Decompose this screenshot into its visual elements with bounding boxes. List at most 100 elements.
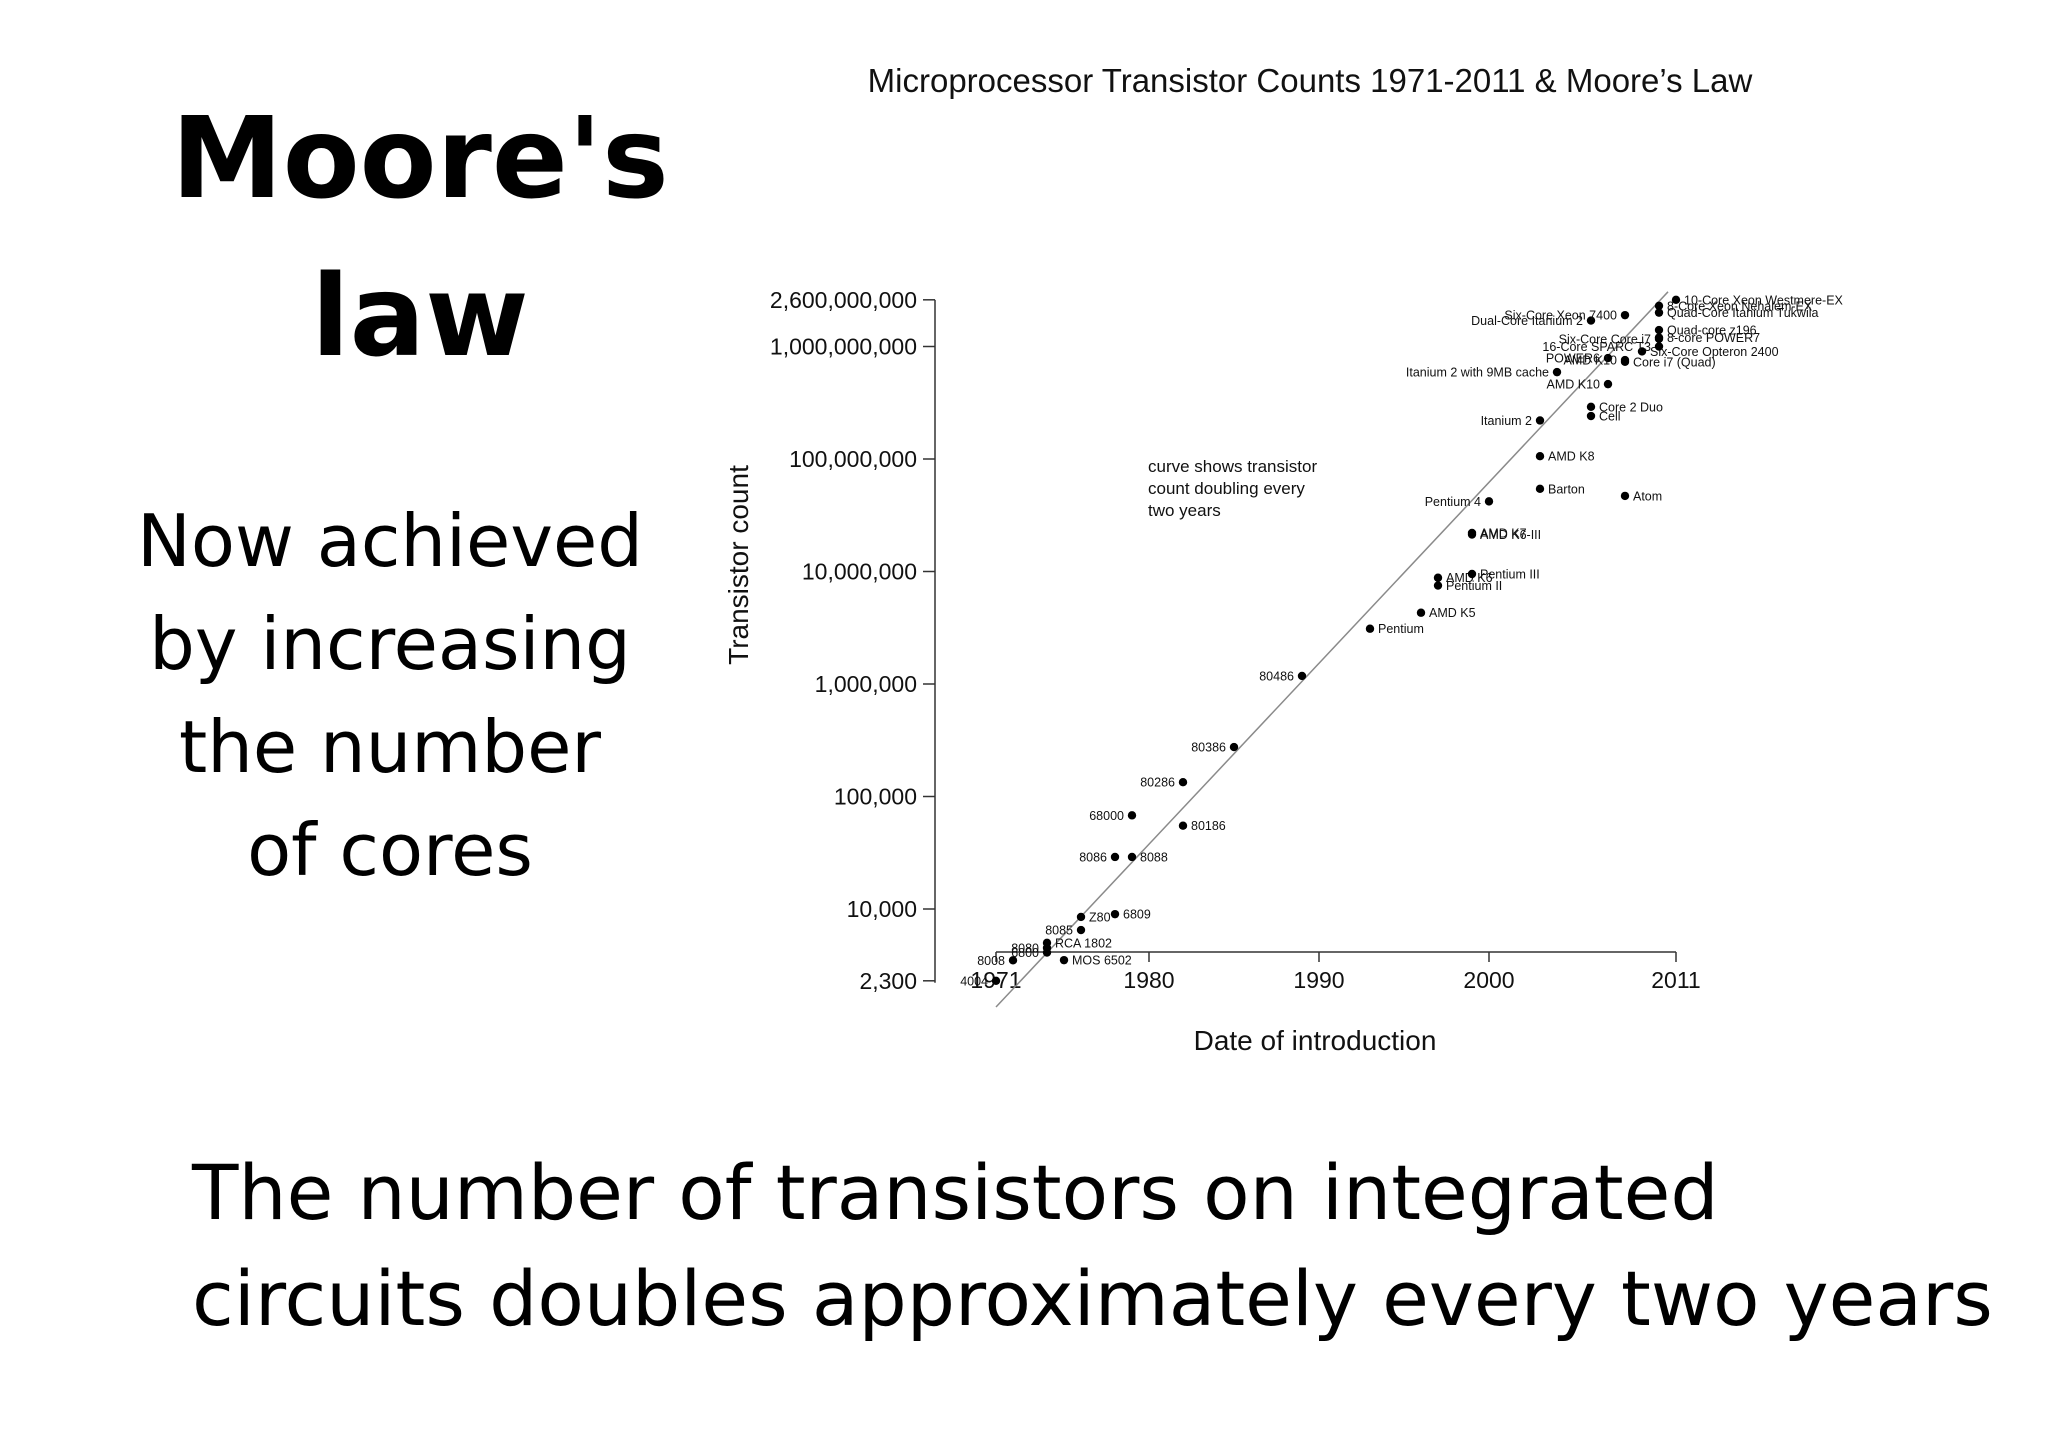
data-point xyxy=(1586,316,1596,325)
data-point xyxy=(1654,308,1664,317)
data-point-label: 10-Core Xeon Westmere-EX xyxy=(1684,293,1844,307)
y-tick-label: 1,000,000 xyxy=(815,671,917,697)
data-point-label: Atom xyxy=(1633,489,1662,503)
y-tick-label: 100,000 xyxy=(834,784,917,810)
data-point-label: Pentium II xyxy=(1446,579,1502,593)
data-point xyxy=(1535,416,1545,425)
data-point xyxy=(1620,355,1630,365)
data-point-label: 4004 xyxy=(960,974,988,988)
data-point-label: AMD K10 xyxy=(1547,378,1601,392)
data-point-label: 8085 xyxy=(1045,924,1073,938)
x-tick-label: 1980 xyxy=(1123,967,1174,993)
data-point xyxy=(1484,497,1494,506)
data-point-label: AMD K6 xyxy=(1446,571,1493,585)
data-point xyxy=(1603,353,1613,363)
bottom-statement-line: circuits doubles approximately every two… xyxy=(192,1254,1993,1343)
data-point-label: Dual-Core Itanium 2 xyxy=(1471,314,1583,328)
x-tick-label: 2000 xyxy=(1463,967,1514,993)
slide-title: Moore's law xyxy=(160,80,680,396)
data-point-label: 8086 xyxy=(1079,850,1107,864)
data-point-label: Quad-Core Itanium Tukwila xyxy=(1667,306,1819,320)
annotation-line: curve shows transistor xyxy=(1148,457,1317,476)
data-point xyxy=(1586,402,1596,412)
data-point-label: Six-Core Opteron 2400 xyxy=(1650,345,1779,359)
y-tick-label: 2,300 xyxy=(859,968,917,994)
data-point-label: 80286 xyxy=(1140,776,1175,790)
data-point xyxy=(1433,581,1443,590)
data-point-label: Core 2 Duo xyxy=(1599,400,1663,414)
data-point xyxy=(1076,912,1086,922)
data-point-label: AMD K7 xyxy=(1480,526,1527,540)
data-point xyxy=(1654,334,1664,344)
side-note-line: the number xyxy=(178,705,602,789)
data-point-label: 68000 xyxy=(1089,809,1124,823)
y-axis-label: Transistor count xyxy=(723,465,754,665)
data-point-label: 80486 xyxy=(1259,669,1294,683)
data-point xyxy=(1654,301,1664,311)
side-note-line: of cores xyxy=(247,808,533,892)
x-tick-label: 1990 xyxy=(1293,967,1344,993)
annotation-line: two years xyxy=(1148,501,1221,520)
trend-line xyxy=(995,291,1669,1008)
data-point xyxy=(1127,852,1137,862)
x-axis-label: Date of introduction xyxy=(1194,1025,1437,1056)
data-point-label: Pentium xyxy=(1378,622,1424,636)
data-point-label: RCA 1802 xyxy=(1055,936,1112,950)
annotation: curve shows transistor count doubling ev… xyxy=(1148,457,1317,520)
data-point xyxy=(1042,948,1052,957)
y-tick-label: 10,000,000 xyxy=(802,559,917,585)
data-point xyxy=(1178,821,1188,830)
data-point xyxy=(1620,310,1630,320)
data-point xyxy=(1076,925,1086,935)
data-point-label: Itanium 2 with 9MB cache xyxy=(1406,366,1549,380)
data-point xyxy=(1127,811,1137,820)
data-point xyxy=(1365,624,1375,633)
data-point-label: 6809 xyxy=(1123,908,1151,922)
data-point xyxy=(991,976,1001,986)
y-tick-label: 1,000,000,000 xyxy=(770,334,917,360)
side-note: Now achieved by increasing the number of… xyxy=(130,490,650,902)
data-point-label: 8008 xyxy=(977,954,1005,968)
data-point-label: Pentium III xyxy=(1480,568,1540,582)
data-point xyxy=(1059,955,1069,965)
slide-title-line: law xyxy=(311,252,529,382)
data-point xyxy=(1637,347,1647,356)
y-tick-label: 10,000 xyxy=(847,896,917,922)
side-note-line: Now achieved xyxy=(137,499,643,583)
data-point-label: Cell xyxy=(1599,410,1621,424)
data-point-label: AMD K10 xyxy=(1564,354,1618,368)
side-note-line: by increasing xyxy=(149,602,631,686)
slide-title-line: Moore's xyxy=(171,94,669,224)
plot-area: 2,300 10,000 100,000 1,000,000 10,000,000 100… xyxy=(770,287,1844,1008)
data-point-label: Itanium 2 xyxy=(1481,414,1532,428)
data-point xyxy=(1654,342,1664,351)
data-point xyxy=(1433,573,1443,582)
data-point-label: 80386 xyxy=(1191,741,1226,755)
data-point-label: Six-Core Core i7 xyxy=(1559,332,1651,346)
data-point xyxy=(1654,325,1664,335)
data-point-label: Quad-core z196 xyxy=(1667,324,1757,338)
data-point xyxy=(1229,742,1239,752)
bottom-statement: The number of transistors on integrated … xyxy=(192,1140,1993,1352)
data-point-label: Barton xyxy=(1548,482,1585,496)
data-point-label: Core i7 (Quad) xyxy=(1633,355,1716,369)
data-point xyxy=(1110,852,1120,862)
annotation-line: count doubling every xyxy=(1148,479,1305,498)
data-point-label: Z80 xyxy=(1089,910,1111,924)
data-point xyxy=(1603,379,1613,389)
chart-title: Microprocessor Transistor Counts 1971-20… xyxy=(868,62,1753,99)
data-point xyxy=(1467,569,1477,579)
data-point xyxy=(1535,484,1545,494)
data-point-label: 16-Core SPARC T3 xyxy=(1542,340,1651,354)
data-point xyxy=(1620,491,1630,501)
data-point xyxy=(1416,608,1426,617)
data-point-label: AMD K5 xyxy=(1429,606,1476,620)
y-tick-label: 100,000,000 xyxy=(789,446,917,472)
data-point-label: 80186 xyxy=(1191,819,1226,833)
x-tick-label: 2011 xyxy=(1651,967,1700,993)
data-point xyxy=(1671,295,1681,305)
data-point-label: MOS 6502 xyxy=(1072,954,1132,968)
data-point-label: 6800 xyxy=(1011,946,1039,960)
data-point-label: 8080 xyxy=(1011,942,1039,956)
